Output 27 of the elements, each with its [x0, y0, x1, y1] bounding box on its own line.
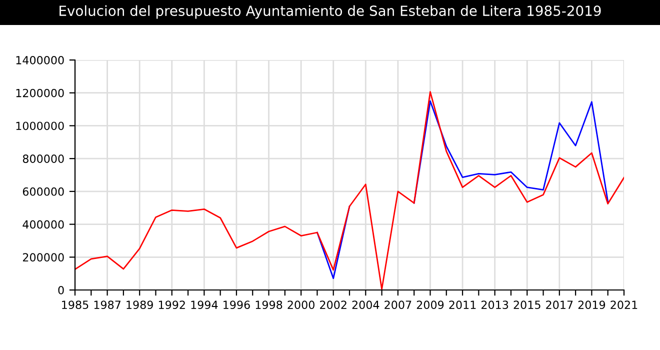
x-tick-label: 2000 [288, 300, 314, 310]
x-tick-label: 2004 [352, 300, 380, 310]
chart-title: Evolucion del presupuesto Ayuntamiento de San Esteban de Litera 1985-2019 [60, 5, 601, 19]
x-tick-label: 2015 [514, 300, 540, 310]
x-tick-label: 1996 [224, 300, 250, 310]
x-tick-label: 2011 [449, 300, 476, 310]
x-tick-label: 2007 [384, 300, 412, 310]
y-tick-label: 600000 [22, 187, 64, 196]
y-tick-label: 1200000 [16, 88, 64, 98]
x-tick-label: 1992 [158, 300, 185, 310]
x-tick-label: 1994 [191, 300, 218, 310]
y-tick-label: 400000 [22, 220, 64, 229]
x-tick-label: 2019 [578, 300, 606, 310]
y-tick-label: 200000 [22, 253, 64, 262]
x-tick-label: 2017 [546, 300, 573, 310]
x-tick-label: 2002 [320, 300, 346, 310]
x-tick-label: 2009 [416, 300, 444, 310]
x-tick-label: 2021 [610, 300, 638, 310]
x-tick-label: 1985 [62, 300, 88, 310]
x-tick-label: 1987 [94, 300, 120, 310]
x-tick-label: 2013 [482, 300, 508, 310]
x-tick-label: 1989 [126, 300, 153, 310]
x-tick-label: 1998 [256, 300, 282, 310]
y-tick-label: 0 [58, 286, 64, 294]
y-tick-label: 1400000 [16, 56, 64, 64]
y-tick-label: 800000 [22, 154, 64, 163]
y-tick-label: 1000000 [16, 122, 64, 130]
